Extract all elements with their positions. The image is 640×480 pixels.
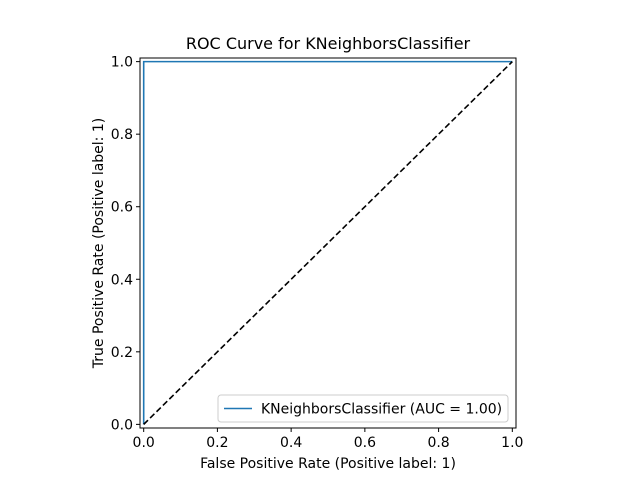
x-tick-label: 0.8 (427, 435, 449, 451)
series-layer (142, 60, 513, 425)
x-axis-label: False Positive Rate (Positive label: 1) (200, 456, 456, 472)
plot-frame (139, 57, 517, 429)
y-tick-label: 0.0 (111, 417, 133, 433)
legend-label: KNeighborsClassifier (AUC = 1.00) (261, 402, 502, 418)
legend-box (217, 394, 509, 423)
y-tick-label: 0.6 (111, 200, 133, 216)
y-tick-label: 0.2 (111, 345, 133, 361)
chart-title: ROC Curve for KNeighborsClassifier (186, 34, 471, 53)
x-tick-label: 0.4 (280, 435, 302, 451)
x-tick-label: 0.6 (354, 435, 376, 451)
y-tick-label: 1.0 (111, 55, 133, 71)
legend: KNeighborsClassifier (AUC = 1.00) (217, 394, 509, 423)
y-tick-label: 0.8 (111, 127, 133, 143)
y-tick-label: 0.4 (111, 272, 133, 288)
y-axis-label: True Positive Rate (Positive label: 1) (91, 118, 107, 369)
x-tick-label: 1.0 (501, 435, 523, 451)
x-tick-label: 0.0 (133, 435, 155, 451)
roc-curve-line (142, 60, 513, 425)
x-tick-label: 0.2 (206, 435, 228, 451)
axes-layer: 0.0 0.2 0.4 0.6 0.8 1.0 0.0 0.2 0.4 0.6 0.8 1.0 (111, 55, 524, 451)
chance-diagonal-line (143, 61, 513, 425)
